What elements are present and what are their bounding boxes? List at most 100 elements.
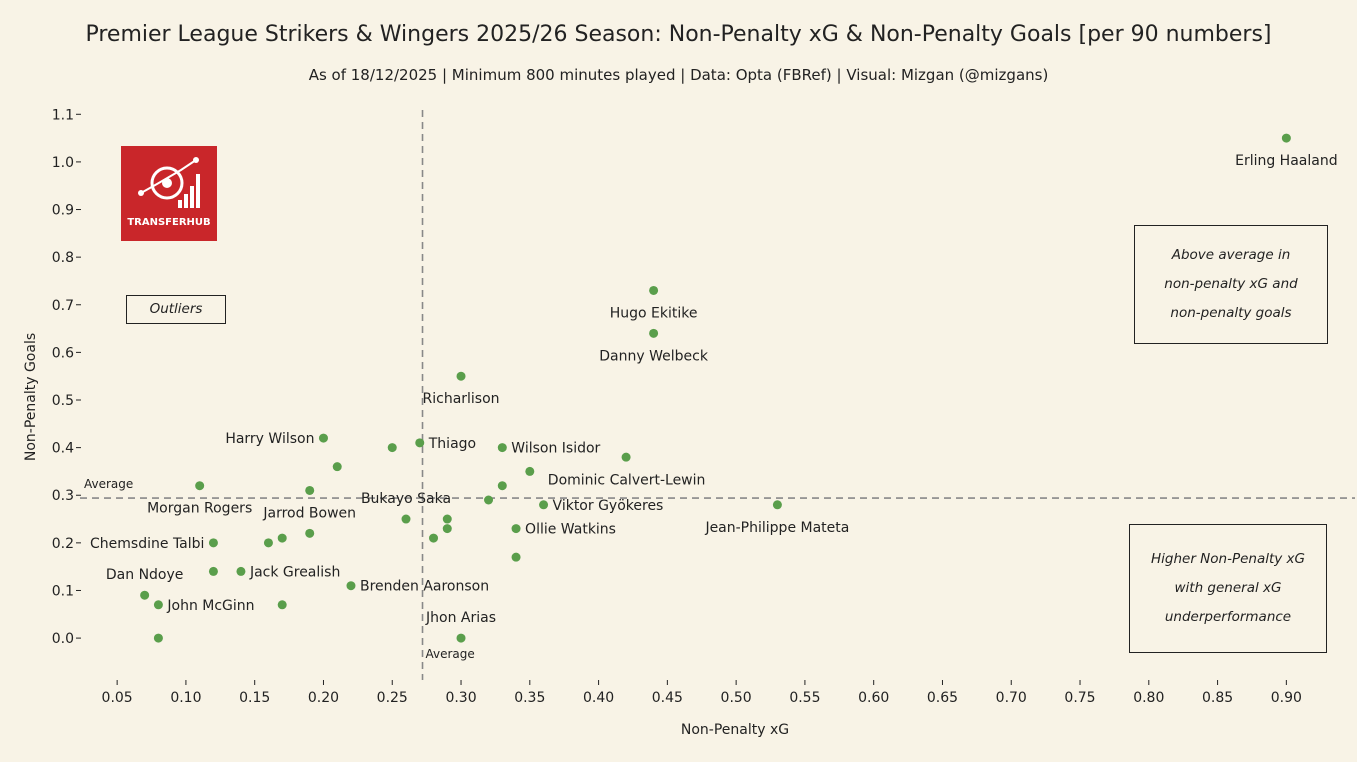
point-label: Wilson Isidor [511,441,600,457]
top-right-annotation: Above average in non-penalty xG and non-… [1134,225,1328,344]
data-point [456,633,466,643]
annotation-line: non-penalty xG and [1164,276,1298,292]
point-label: Dan Ndoye [106,567,184,583]
data-point [525,466,535,476]
data-point [456,371,466,381]
y-tick-label: 0.3 [52,488,74,504]
x-tick-label: 0.55 [789,690,820,706]
annotation-line: underperformance [1164,609,1292,625]
y-tick-label: 0.1 [52,583,74,599]
point-label: Jhon Arias [425,610,496,626]
y-tick-label: 0.0 [52,631,74,647]
outliers-annotation: Outliers [126,295,226,324]
y-tick-label: 0.6 [52,345,74,361]
x-tick-label: 0.65 [927,690,958,706]
average-y-label: Average [84,477,133,491]
data-point [208,566,218,576]
y-tick-label: 1.0 [52,155,74,171]
chart-subtitle: As of 18/12/2025 | Minimum 800 minutes p… [308,66,1049,84]
y-axis-label: Non-Penalty Goals [23,333,39,461]
point-label: Morgan Rogers [147,501,252,517]
data-point [442,524,452,534]
data-point [772,500,782,510]
point-label: Ollie Watkins [525,522,616,538]
data-point [415,438,425,448]
data-point [277,533,287,543]
y-tick-label: 0.7 [52,298,74,314]
x-tick-label: 0.10 [170,690,201,706]
x-tick-label: 0.85 [1202,690,1233,706]
point-label: Viktor Gyökeres [553,498,664,514]
data-point [140,590,150,600]
data-point [442,514,452,524]
chart-title: Premier League Strikers & Wingers 2025/2… [85,22,1272,47]
data-point [305,485,315,495]
data-point [497,481,507,491]
data-point [649,328,659,338]
point-label: John McGinn [166,598,254,614]
transferhub-logo: TRANSFERHUB [121,146,217,241]
y-tick-label: 0.4 [52,441,74,457]
y-tick-label: 1.1 [52,107,74,123]
point-label: Bukayo Saka [361,491,451,507]
data-point [511,552,521,562]
point-label: Dominic Calvert-Lewin [548,472,706,488]
x-tick-label: 0.25 [377,690,408,706]
data-point [429,533,439,543]
data-point [305,528,315,538]
x-tick-label: 0.75 [1064,690,1095,706]
data-point [484,495,494,505]
data-point [153,600,163,610]
data-point [195,481,205,491]
data-point [332,462,342,472]
y-tick-label: 0.5 [52,393,74,409]
data-point [649,285,659,295]
x-tick-label: 0.20 [308,690,339,706]
x-tick-label: 0.70 [996,690,1027,706]
data-point [1281,133,1291,143]
data-point [263,538,273,548]
x-tick-label: 0.90 [1271,690,1302,706]
annotation-line: non-penalty goals [1170,305,1292,321]
point-label: Hugo Ekitike [610,305,698,321]
data-point [277,600,287,610]
data-point [621,452,631,462]
x-tick-label: 0.50 [721,690,752,706]
point-label: Jarrod Bowen [262,505,356,521]
x-tick-label: 0.60 [858,690,889,706]
annotation-line: Above average in [1171,247,1291,263]
point-label: Jean-Philippe Mateta [704,520,849,536]
point-label: Chemsdine Talbi [90,536,204,552]
data-point [387,443,397,453]
data-point [236,566,246,576]
point-label: Danny Welbeck [599,348,709,364]
data-point [318,433,328,443]
point-label: Erling Haaland [1235,153,1338,169]
data-point [153,633,163,643]
soccer-ball-chart-icon [138,157,200,208]
x-tick-label: 0.80 [1133,690,1164,706]
annotation-line: with general xG [1174,580,1282,596]
x-tick-label: 0.05 [102,690,133,706]
x-tick-label: 0.40 [583,690,614,706]
x-tick-label: 0.15 [239,690,270,706]
bottom-right-annotation: Higher Non-Penalty xG with general xG un… [1129,524,1327,653]
data-point [346,581,356,591]
point-label: Thiago [428,436,476,452]
point-label: Brenden Aaronson [360,579,489,595]
data-point [208,538,218,548]
data-point [497,443,507,453]
point-label: Richarlison [423,391,500,407]
x-axis-label: Non-Penalty xG [681,722,789,738]
x-tick-label: 0.35 [514,690,545,706]
data-point [401,514,411,524]
y-tick-label: 0.8 [52,250,74,266]
data-point [539,500,549,510]
outliers-label: Outliers [149,301,203,317]
annotation-line: Higher Non-Penalty xG [1150,551,1305,567]
y-tick-label: 0.2 [52,536,74,552]
x-tick-label: 0.30 [445,690,476,706]
logo-text: TRANSFERHUB [127,217,211,228]
